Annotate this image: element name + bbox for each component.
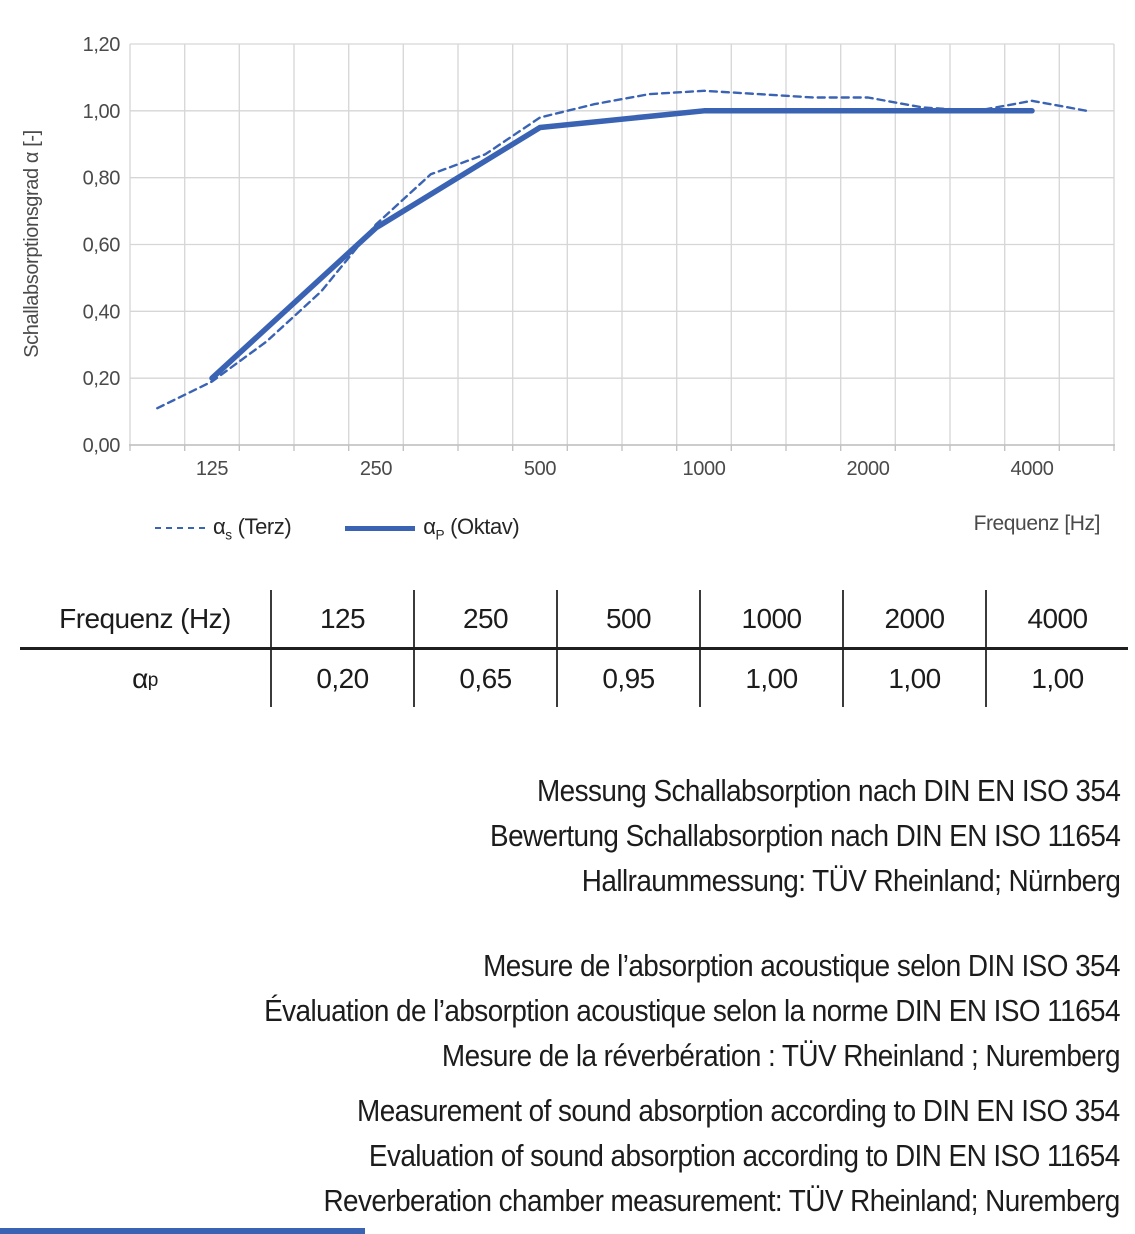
note-line: Evaluation of sound absorption according… xyxy=(369,1138,1120,1173)
note-line: Reverberation chamber measurement: TÜV R… xyxy=(323,1183,1121,1218)
table-header-cell: 1000 xyxy=(699,590,842,647)
svg-text:1,20: 1,20 xyxy=(83,34,121,56)
note-line: Mesure de la réverbération : TÜV Rheinla… xyxy=(441,1038,1121,1073)
table-value-cell: 0,65 xyxy=(413,650,556,707)
svg-text:250: 250 xyxy=(360,458,392,480)
note-line: Messung Schallabsorption nach DIN EN ISO… xyxy=(536,773,1121,808)
legend-dashed-line-sample xyxy=(155,527,205,530)
legend-label-terz: αs (Terz) xyxy=(213,514,292,543)
svg-text:1000: 1000 xyxy=(683,458,726,480)
table-header-cell: 500 xyxy=(556,590,699,647)
svg-text:0,40: 0,40 xyxy=(83,301,121,323)
legend-label-oktav: αP (Oktav) xyxy=(423,514,520,543)
table-value-cell: 0,95 xyxy=(556,650,699,707)
svg-text:1,00: 1,00 xyxy=(83,101,121,123)
svg-text:0,20: 0,20 xyxy=(83,368,121,390)
table-header-cell: 4000 xyxy=(985,590,1128,647)
x-axis-title: Frequenz [Hz] xyxy=(973,512,1101,535)
svg-text:0,60: 0,60 xyxy=(83,235,121,257)
table-header-cell: 2000 xyxy=(842,590,985,647)
svg-text:125: 125 xyxy=(196,458,228,480)
table-header-cell: 125 xyxy=(270,590,413,647)
note-line: Évaluation de l’absorption acoustique se… xyxy=(264,993,1120,1028)
legend-solid-line-sample xyxy=(345,525,416,531)
legend-item-oktav: αP (Oktav) xyxy=(345,514,520,543)
chart-legend: αs (Terz) αP (Oktav) xyxy=(155,514,520,543)
footer-accent-bar xyxy=(0,1228,365,1234)
svg-text:500: 500 xyxy=(524,458,556,480)
svg-text:2000: 2000 xyxy=(847,458,890,480)
table-value-cell: 1,00 xyxy=(842,650,985,707)
table-header-cell: 250 xyxy=(413,590,556,647)
note-line: Bewertung Schallabsorption nach DIN EN I… xyxy=(489,818,1121,853)
note-line: Measurement of sound absorption accordin… xyxy=(357,1093,1120,1128)
legend-item-terz: αs (Terz) xyxy=(155,514,292,543)
note-line: Hallraummessung: TÜV Rheinland; Nürnberg xyxy=(581,863,1120,898)
svg-text:0,00: 0,00 xyxy=(83,435,121,457)
table-header-row: Frequenz (Hz) 125 250 500 1000 2000 4000 xyxy=(20,590,1128,650)
absorption-chart-canvas: 0,00 0,20 0,40 0,60 0,80 1,00 1,20 125 250 500 100… xyxy=(83,34,1115,480)
table-header-label: Frequenz (Hz) xyxy=(59,602,231,634)
note-line: Mesure de l’absorption acoustique selon … xyxy=(483,948,1120,983)
absorption-chart: Schallabsorptionsgrad α [-] 0,00 0,20 0,40… xyxy=(0,0,1135,560)
table-value-cell: 1,00 xyxy=(699,650,842,707)
svg-text:0,80: 0,80 xyxy=(83,168,121,190)
absorption-table: Frequenz (Hz) 125 250 500 1000 2000 4000… xyxy=(20,590,1128,707)
notes-german: Messung Schallabsorption nach DIN EN ISO… xyxy=(489,768,1121,903)
table-value-cell: 0,20 xyxy=(270,650,413,707)
svg-text:4000: 4000 xyxy=(1011,458,1054,480)
table-value-cell: 1,00 xyxy=(985,650,1128,707)
notes-french: Mesure de l’absorption acoustique selon … xyxy=(264,943,1120,1078)
notes-english: Measurement of sound absorption accordin… xyxy=(323,1088,1121,1223)
